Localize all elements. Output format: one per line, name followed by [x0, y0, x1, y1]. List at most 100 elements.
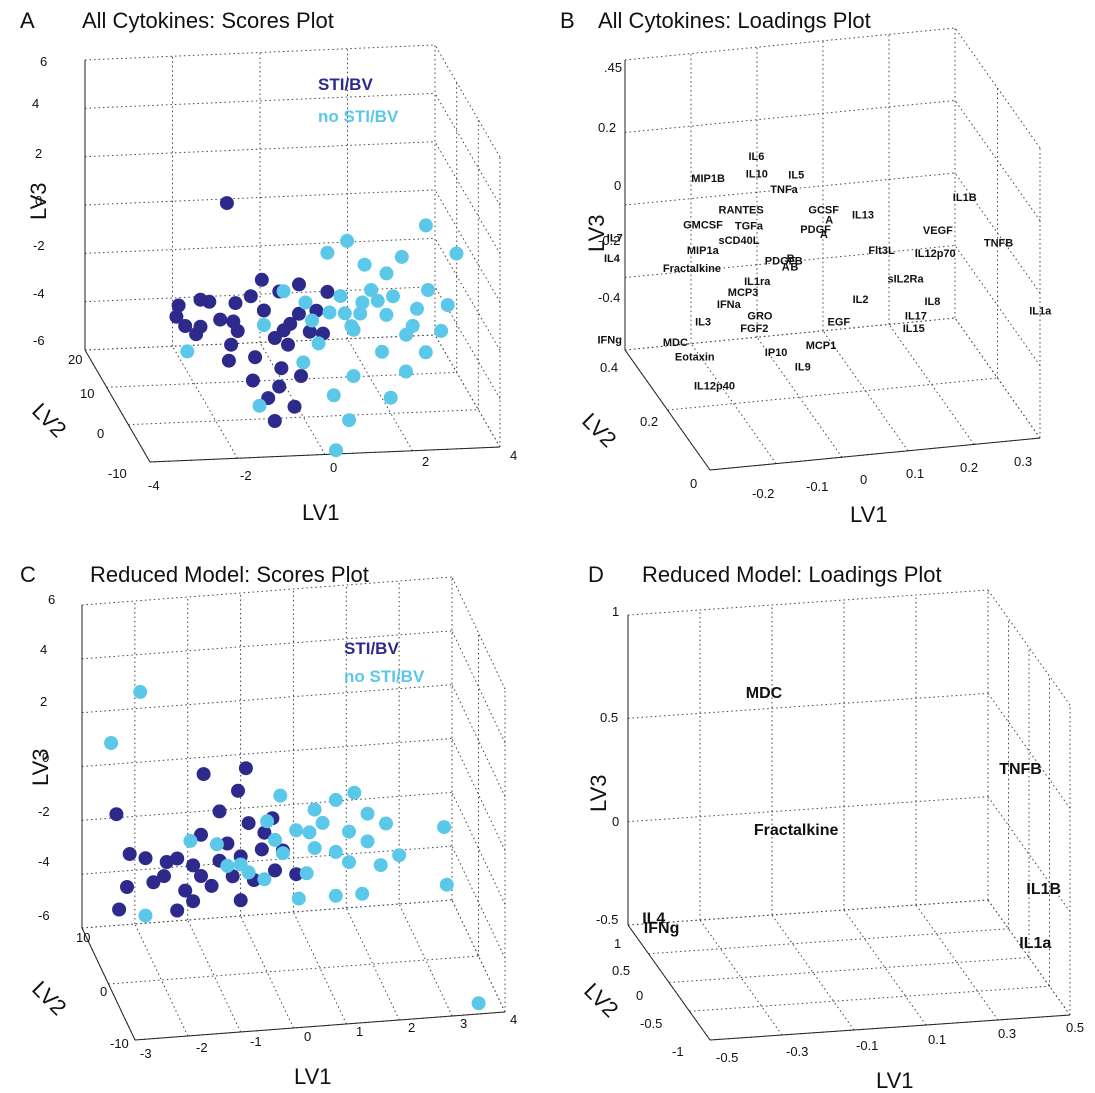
- no-sti-bv-point: [394, 249, 409, 264]
- panel-c-points: [104, 684, 486, 1011]
- panel-a-tick-labels: 6 4 2 0 -2 -4 -6 20 10 0 -10 -4 -2 0 2 4: [32, 54, 517, 493]
- z-tick-label: 4: [40, 642, 47, 657]
- sti-bv-point: [276, 323, 291, 338]
- sti-bv-point: [257, 825, 272, 840]
- x-tick-label: -3: [140, 1046, 152, 1061]
- x-tick-label: 4: [510, 1012, 517, 1027]
- no-sti-bv-point: [241, 865, 256, 880]
- sti-bv-point: [194, 869, 208, 883]
- variable-label: IL15: [903, 323, 925, 335]
- panel-d-grid-line: [843, 909, 927, 1026]
- sti-bv-point: [122, 847, 137, 861]
- no-sti-bv-point: [347, 785, 362, 800]
- panel-c-grid-line: [108, 955, 479, 985]
- panel-b-x-axis-label: LV1: [850, 502, 888, 527]
- variable-label: VEGF: [923, 225, 953, 237]
- panel-b-grid-line: [954, 100, 1041, 221]
- no-sti-bv-point: [437, 820, 452, 835]
- variable-label: IL1B: [1026, 881, 1061, 898]
- x-tick-label: 0.3: [998, 1026, 1016, 1041]
- z-tick-label: 0.5: [600, 710, 618, 725]
- sti-bv-point: [281, 337, 295, 352]
- no-sti-bv-point: [379, 266, 394, 281]
- no-sti-bv-point: [328, 888, 343, 903]
- x-tick-label: -4: [148, 478, 160, 493]
- panel-b-grid-line: [756, 336, 843, 458]
- sti-bv-point: [268, 863, 282, 878]
- no-sti-bv-point: [373, 858, 388, 873]
- variable-label: IL3: [695, 317, 711, 329]
- no-sti-bv-point: [298, 295, 313, 310]
- variable-label: A: [820, 229, 828, 241]
- sti-bv-point: [157, 869, 171, 884]
- variable-label: FGF2: [740, 323, 768, 335]
- panel-b-grid: [624, 27, 1041, 471]
- sti-bv-point: [194, 827, 208, 842]
- x-tick-label: -0.2: [752, 486, 774, 501]
- sti-bv-point: [228, 296, 243, 311]
- panel-c-scores-reduced: C Reduced Model: Scores Plot 6 4 2 0 -2 …: [20, 562, 517, 1089]
- panel-d-grid-line: [627, 589, 989, 616]
- panel-a-legend-no-sti: no STI/BV: [318, 107, 399, 126]
- variable-label: IL8: [925, 296, 941, 308]
- panel-c-grid-line: [240, 915, 295, 1029]
- panel-d-grid-line: [648, 928, 1009, 955]
- panel-a-title: All Cytokines: Scores Plot: [82, 8, 334, 33]
- panel-d-grid-line: [987, 693, 1071, 809]
- no-sti-bv-point: [273, 788, 288, 803]
- panel-c-legend-sti: STI/BV: [344, 639, 399, 658]
- sti-bv-point: [193, 292, 208, 307]
- variable-label: A: [782, 262, 790, 274]
- variable-label: GRO: [747, 311, 773, 323]
- x-tick-label: 2: [422, 454, 429, 469]
- y-tick-label: 20: [68, 352, 82, 367]
- x-tick-label: 2: [408, 1020, 415, 1035]
- sti-bv-point: [254, 272, 269, 287]
- no-sti-bv-point: [299, 866, 314, 881]
- sti-bv-point: [245, 373, 260, 388]
- y-tick-label: -10: [108, 466, 127, 481]
- panel-b-grid-line: [690, 343, 777, 464]
- variable-label: TNFB: [999, 761, 1042, 778]
- panel-d-grid-line: [987, 796, 1071, 912]
- sti-bv-point: [146, 875, 161, 890]
- y-tick-label: 0: [636, 988, 643, 1003]
- sti-bv-point: [219, 196, 234, 211]
- variable-label: MIP1B: [691, 173, 725, 185]
- z-tick-label: 2: [40, 694, 47, 709]
- y-tick-label: 0: [690, 476, 697, 491]
- sti-bv-point: [225, 869, 240, 884]
- variable-label: MCP3: [728, 287, 759, 299]
- sti-bv-point: [212, 804, 227, 819]
- z-tick-label: 2: [35, 146, 42, 161]
- variable-label: IL5: [788, 170, 804, 182]
- panel-b-tick-labels: .45 0.2 0 -0.2 -0.4 0.4 0.2 0 -0.2 -0.1 …: [598, 60, 1032, 501]
- panel-b-x-axis: [709, 437, 1041, 471]
- sti-bv-point: [302, 324, 317, 339]
- no-sti-bv-point: [220, 858, 235, 873]
- panel-d-title: Reduced Model: Loadings Plot: [642, 562, 942, 587]
- variable-label: IL12p70: [915, 248, 956, 260]
- no-sti-bv-point: [337, 306, 352, 321]
- sti-bv-point: [186, 858, 201, 873]
- no-sti-bv-point: [252, 398, 267, 413]
- sti-bv-point: [178, 319, 193, 333]
- panel-b-grid-line: [624, 172, 956, 206]
- no-sti-bv-point: [307, 841, 322, 856]
- panel-a-letter: A: [20, 8, 35, 33]
- sti-bv-point: [120, 880, 134, 894]
- panel-d-loadings-reduced: D Reduced Model: Loadings Plot 1 0.5 0 -…: [579, 562, 1084, 1093]
- panel-d-x-axis: [709, 1014, 1071, 1041]
- variable-label: B: [787, 253, 795, 265]
- panel-c-grid-line: [81, 738, 453, 767]
- panel-a-grid-line: [128, 409, 479, 426]
- panel-d-grid-line: [699, 919, 783, 1036]
- no-sti-bv-point: [138, 908, 153, 923]
- panel-b-title: All Cytokines: Loadings Plot: [598, 8, 871, 33]
- no-sti-bv-point: [340, 233, 355, 248]
- y-tick-label: 0: [100, 984, 107, 999]
- variable-label: A: [825, 215, 833, 227]
- x-tick-label: -0.1: [856, 1038, 878, 1053]
- panel-b-grid-line: [624, 245, 956, 278]
